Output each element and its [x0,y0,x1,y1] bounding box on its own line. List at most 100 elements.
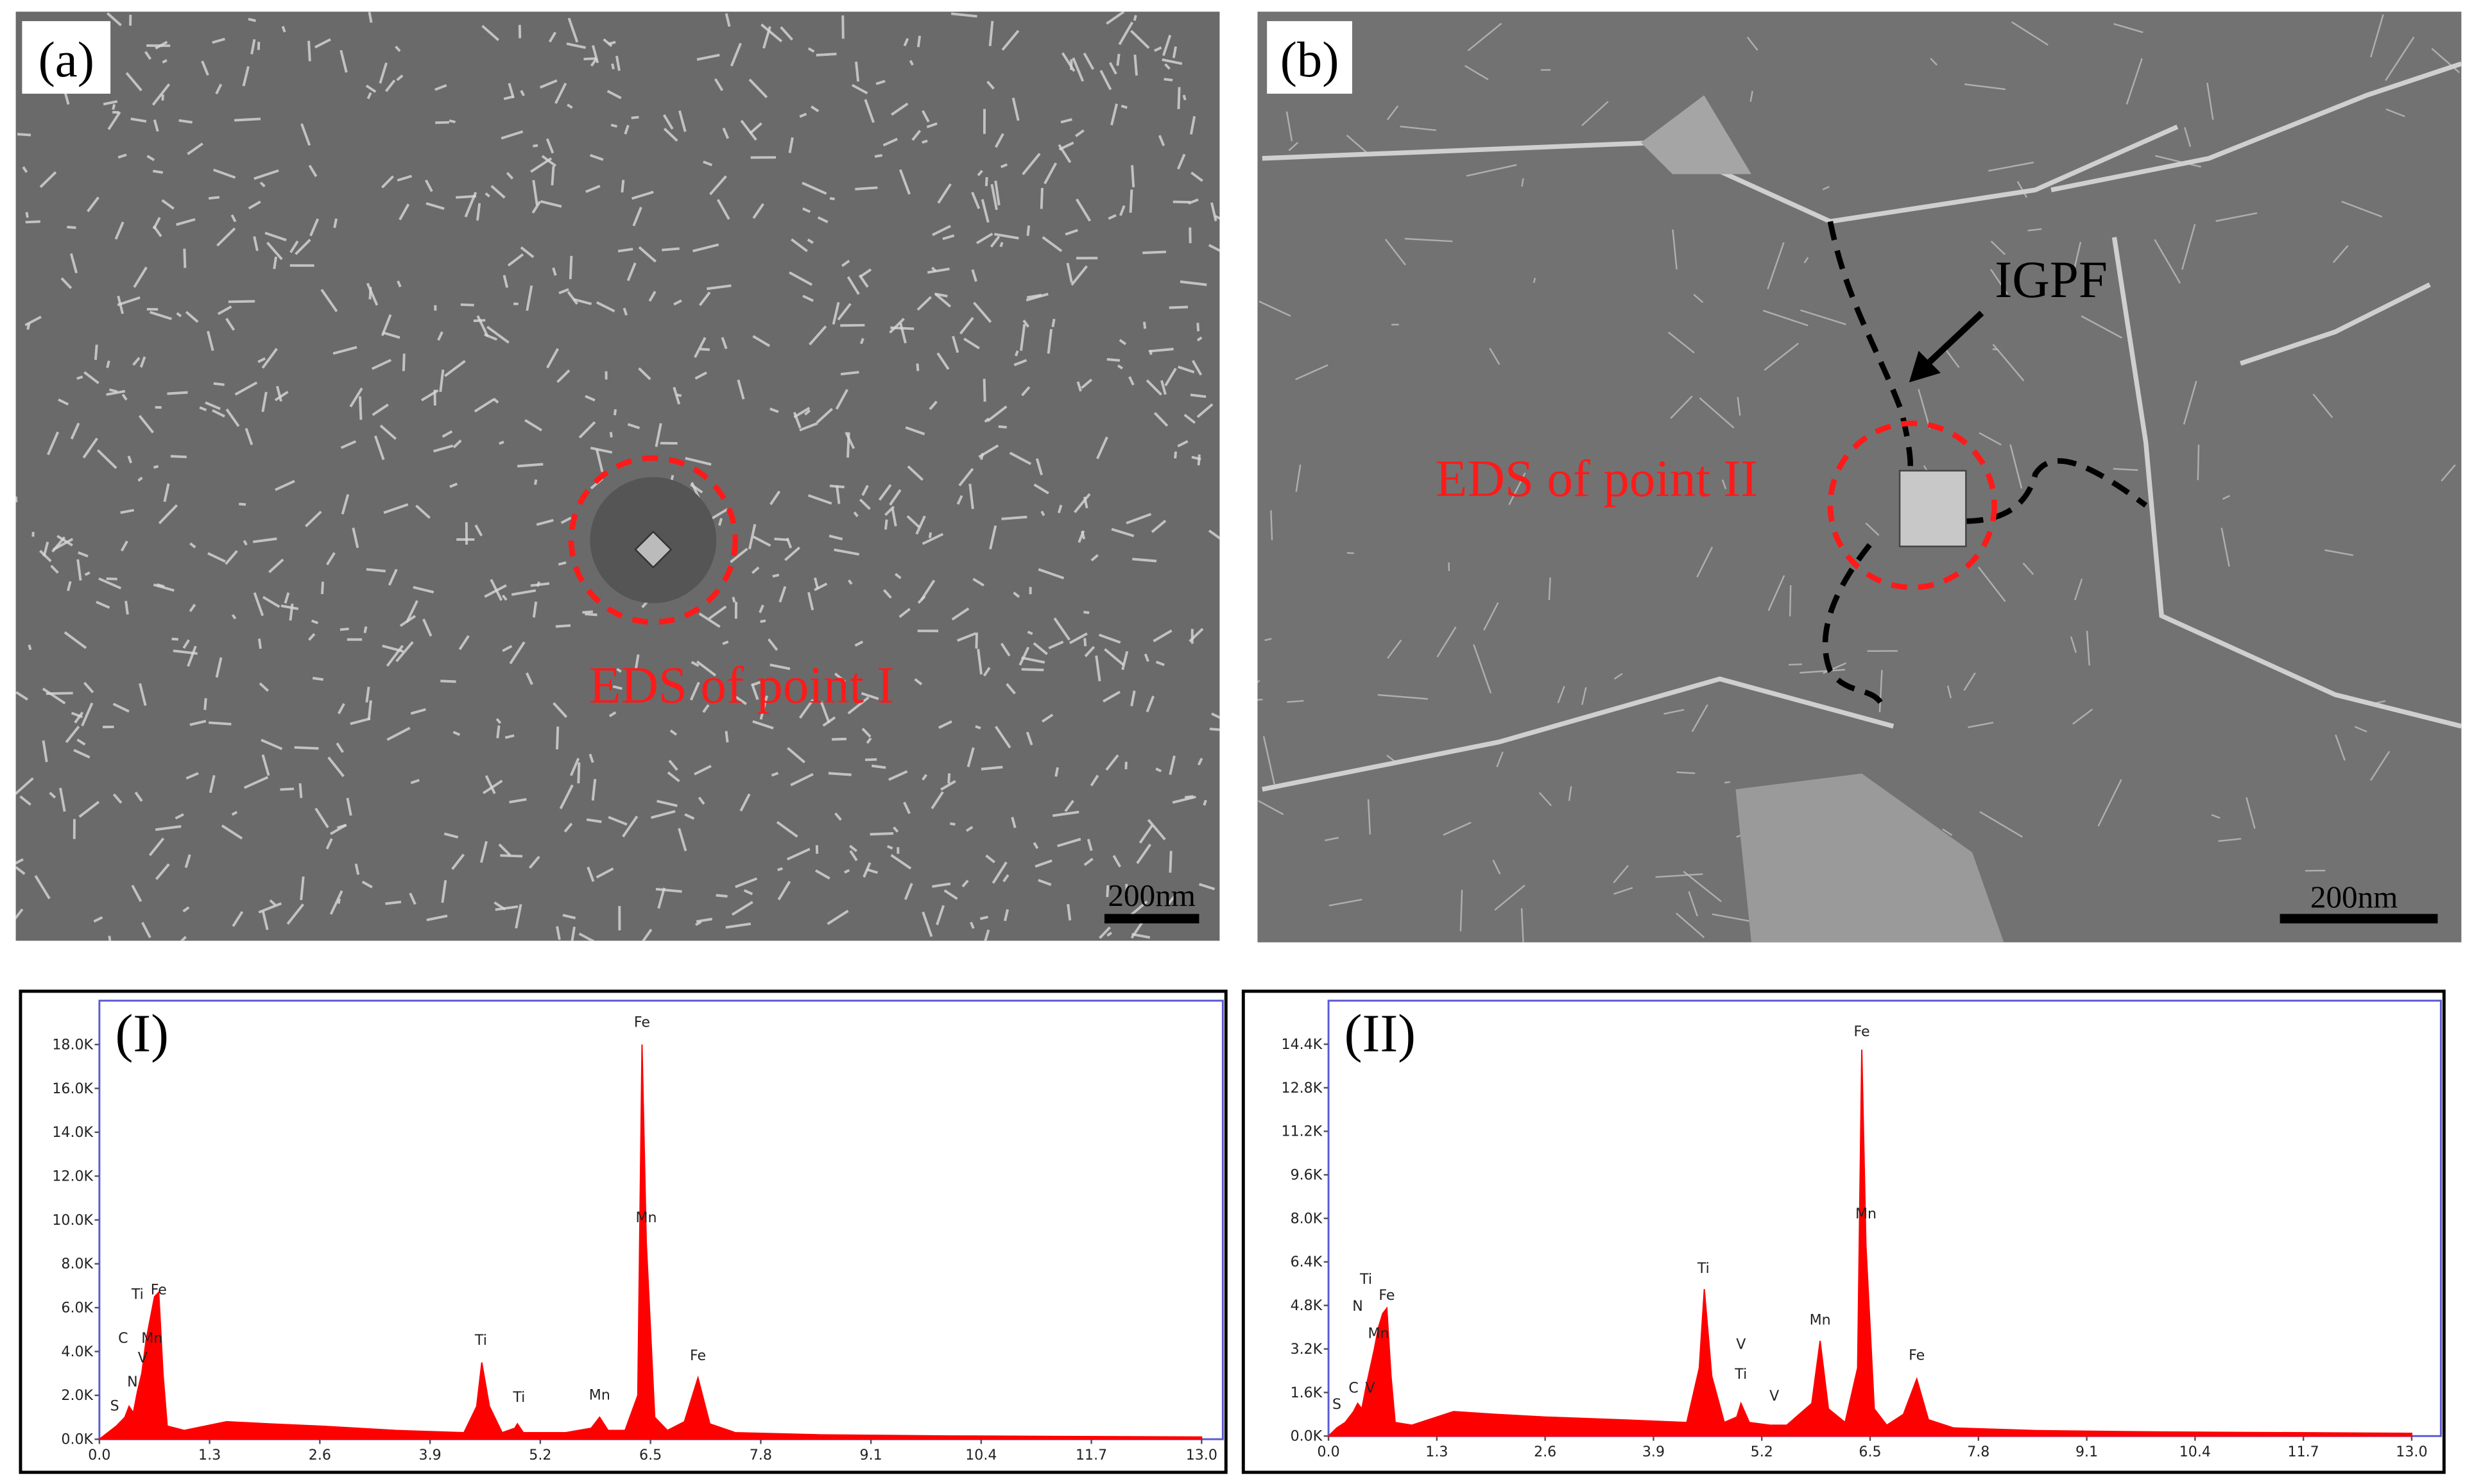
texture-stroke [268,558,284,574]
texture-stroke [1712,913,1757,923]
texture-stroke [1060,118,1072,124]
texture-stroke [667,771,680,783]
x-tick-label: 13.0 [1186,1447,1217,1463]
texture-stroke [76,559,82,581]
texture-stroke [710,507,728,521]
texture-stroke [2009,444,2023,489]
texture-stroke [748,78,768,99]
texture-stroke [827,909,849,925]
texture-stroke [1822,185,1830,191]
texture-stroke [496,725,501,738]
texture-stroke [443,832,459,839]
texture-stroke [977,649,983,675]
texture-stroke [840,371,859,376]
texture-stroke [103,100,118,106]
texture-stroke [354,863,360,875]
texture-stroke [1148,348,1174,353]
texture-stroke [678,828,687,851]
texture-stroke [2206,82,2214,120]
texture-stroke [258,902,282,914]
texture-stroke [213,382,225,386]
texture-stroke [578,421,596,439]
texture-stroke [176,312,182,318]
texture-stroke [832,302,840,325]
texture-stroke [175,813,184,820]
texture-stroke [395,46,401,52]
texture-stroke [1000,642,1011,657]
texture-stroke [434,84,447,91]
texture-stroke [1386,105,1399,121]
x-tick-label: 3.9 [419,1447,442,1463]
texture-stroke [840,323,865,327]
y-tick-label: 12.8K [1282,1080,1323,1096]
texture-stroke [257,638,262,649]
texture-stroke [1053,617,1071,641]
texture-stroke [1038,568,1065,579]
texture-stroke [395,641,414,663]
texture-stroke [1013,592,1020,598]
texture-stroke [914,678,923,686]
texture-stroke [1095,436,1108,459]
texture-stroke [911,130,922,141]
texture-stroke [494,901,506,911]
texture-stroke [1667,331,1695,354]
texture-stroke [992,861,1008,884]
texture-stroke [473,319,486,323]
texture-stroke [698,291,711,307]
texture-stroke [1013,359,1027,366]
texture-stroke [2312,393,2333,418]
texture-stroke [1067,904,1072,921]
texture-stroke [1691,704,1708,732]
x-tick-label: 0.0 [88,1447,110,1463]
texture-stroke [358,396,363,420]
texture-stroke [778,586,787,603]
texture-stroke [673,299,682,306]
texture-stroke [170,455,187,459]
texture-stroke [212,409,225,418]
texture-stroke [984,929,990,941]
texture-stroke [464,191,477,217]
texture-stroke [248,200,261,210]
texture-stroke [793,411,802,429]
texture-stroke [696,53,720,61]
texture-stroke [694,765,712,776]
texture-stroke [203,698,207,710]
texture-stroke [366,282,379,306]
texture-stroke [163,483,170,502]
texture-stroke [346,797,352,816]
texture [1257,14,2462,942]
texture-stroke [490,185,506,199]
texture-stroke [300,876,305,900]
peak-label: V [1736,1336,1746,1353]
texture-stroke [989,525,997,550]
texture-stroke [703,160,713,167]
texture-stroke [73,749,90,759]
texture-stroke [117,153,127,159]
texture-stroke [2074,578,2083,601]
texture-stroke [253,236,259,252]
texture-stroke [314,807,329,828]
texture-stroke [1117,364,1124,370]
texture-stroke [2369,14,2384,58]
texture-stroke [1613,672,1623,680]
texture-stroke [845,431,855,449]
texture-stroke [752,720,774,729]
texture-stroke [1026,225,1031,236]
texture-stroke [968,483,974,509]
texture-stroke [1196,336,1203,342]
texture-stroke [981,199,990,223]
texture-stroke [1155,767,1162,772]
texture-stroke [950,12,977,18]
texture-stroke [1001,515,1027,520]
texture-stroke [2335,734,2346,761]
texture-stroke [929,400,938,411]
texture-stroke [1038,878,1052,886]
texture-stroke [70,422,80,440]
texture-stroke [750,683,759,701]
texture-stroke [1054,767,1060,777]
texture-stroke [789,271,813,286]
texture-stroke [397,175,413,182]
x-tick-label: 10.4 [965,1447,997,1463]
texture-stroke [655,887,682,893]
texture-stroke [836,485,841,504]
